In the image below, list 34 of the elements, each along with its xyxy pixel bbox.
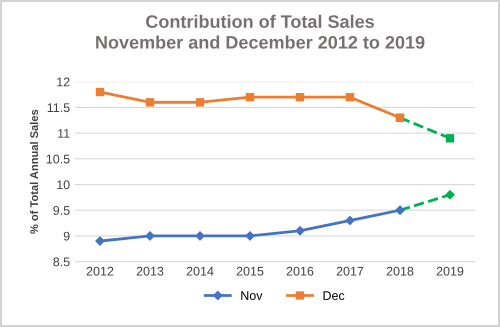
point	[95, 236, 105, 246]
point	[195, 231, 205, 241]
point	[196, 98, 204, 106]
y-tick-label: 9	[64, 232, 70, 241]
point	[246, 93, 254, 102]
x-tick-label: 2012	[86, 266, 114, 276]
y-axis-title: % of Total Annual Sales	[30, 110, 38, 234]
point	[345, 216, 355, 226]
point	[446, 134, 454, 142]
x-tick-label: 2019	[436, 266, 464, 276]
legend-label: Dec	[324, 291, 344, 300]
point	[295, 226, 305, 236]
point	[346, 93, 354, 102]
y-tick-label: 11	[58, 129, 70, 138]
point	[145, 231, 155, 241]
y-tick-label: 8.5	[53, 257, 70, 266]
y-tick-label: 12	[57, 78, 70, 86]
point	[445, 190, 455, 200]
y-tick-label: 11.5	[48, 103, 70, 112]
x-tick-label: 2014	[186, 266, 214, 276]
y-tick-label: 9.5	[53, 206, 70, 215]
x-tick-label: 2017	[336, 266, 364, 276]
point	[245, 231, 255, 241]
x-tick-label: 2015	[236, 266, 264, 276]
chart-title: Contribution of Total Sales November and December 2012 to 2019	[96, 14, 424, 49]
x-tick-label: 2018	[386, 266, 414, 276]
point	[146, 98, 154, 106]
legend-label: Nov	[241, 291, 262, 300]
y-tick-label: 10	[57, 180, 70, 190]
point	[296, 93, 304, 102]
x-tick-label: 2016	[286, 266, 314, 276]
x-tick-label: 2013	[136, 266, 164, 276]
point	[96, 88, 104, 96]
y-tick-label: 10.5	[46, 154, 70, 164]
